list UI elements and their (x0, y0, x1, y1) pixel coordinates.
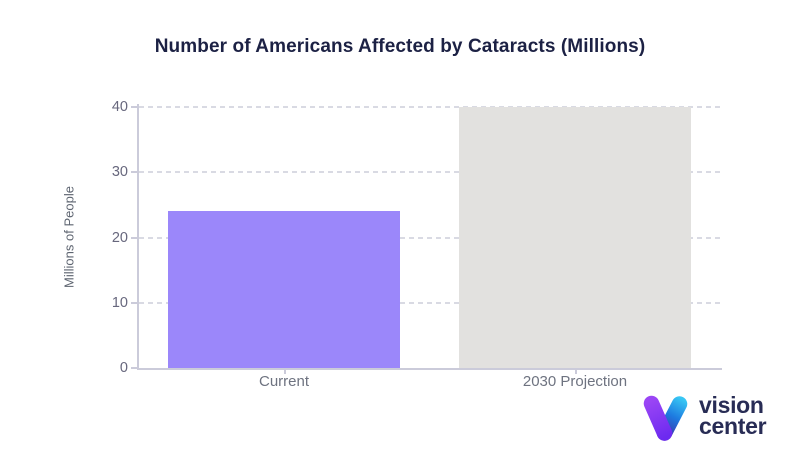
x-category-label: Current (258, 373, 310, 390)
x-axis-tick (284, 369, 286, 374)
gridline-40 (138, 106, 721, 108)
gridline-10 (138, 301, 721, 304)
y-axis-title: Millions of People (61, 186, 77, 288)
x-axis-line (136, 367, 722, 370)
logo-wordmark: vision center (699, 392, 767, 439)
y-axis-tick (131, 236, 138, 239)
logo-word-vision: vision (699, 392, 764, 418)
gridline-30 (138, 171, 721, 174)
v-checkmark-gradient-icon (643, 395, 688, 441)
bar-current (167, 211, 401, 368)
y-tick-label: 40 (111, 99, 128, 115)
x-axis-tick (575, 369, 577, 374)
x-category-label: 2030 Projection (522, 373, 628, 390)
y-tick-label: 20 (111, 229, 128, 246)
y-tick-label: 30 (111, 164, 128, 181)
bar-2030-projection (458, 107, 692, 368)
logo-word-center: center (699, 412, 767, 439)
y-axis-tick (131, 171, 138, 174)
y-axis-tick (131, 367, 138, 369)
chart-title: Number of Americans Affected by Cataract… (154, 36, 646, 57)
gridline-20 (138, 236, 721, 239)
vision-center-logo: vision center (641, 392, 767, 442)
y-axis-tick (131, 106, 138, 108)
plot-area (138, 106, 721, 368)
y-tick-label: 10 (111, 294, 128, 311)
y-axis-tick (131, 301, 138, 304)
y-tick-label: 0 (119, 360, 128, 376)
